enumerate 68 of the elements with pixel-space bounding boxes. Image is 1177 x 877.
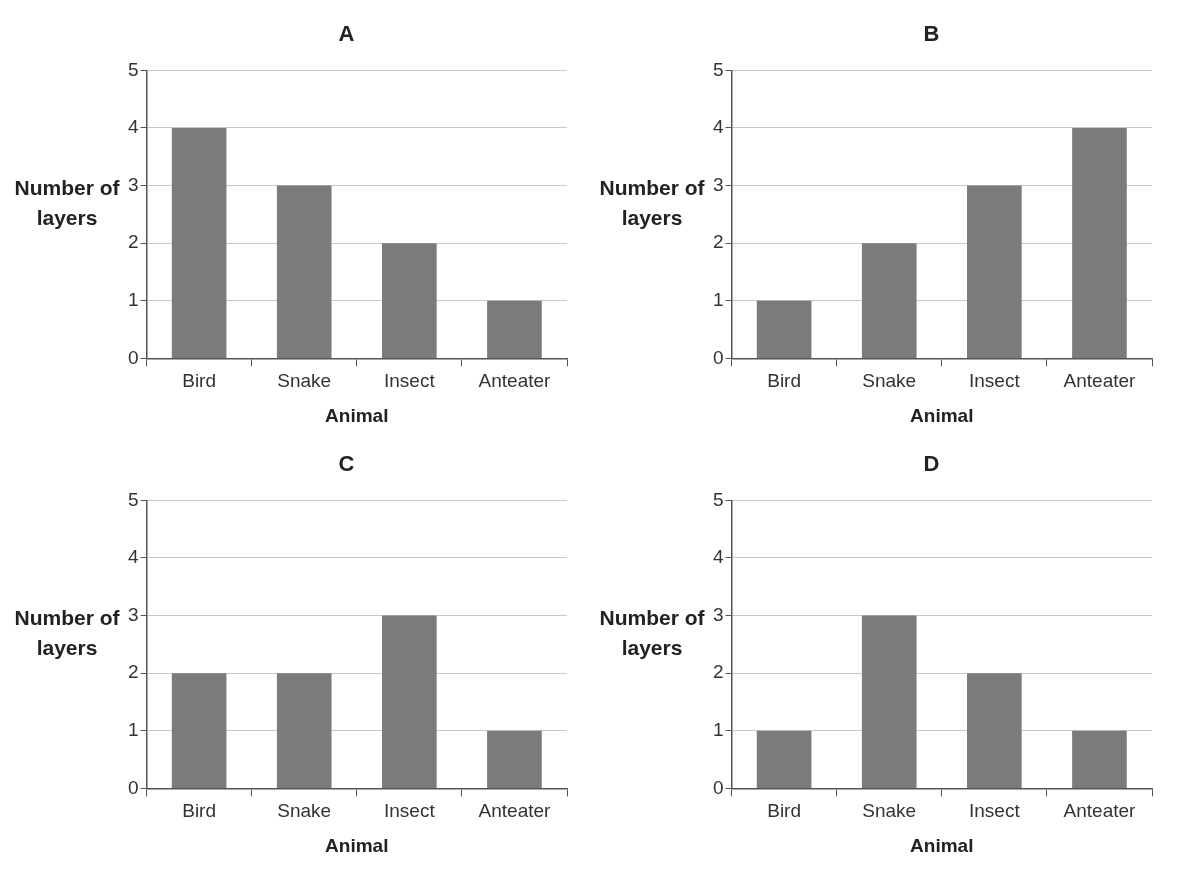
x-tick-label: Insect [968,370,1021,392]
bar [1072,128,1127,358]
y-tick-label: 3 [712,173,724,195]
chart-title: B [923,21,940,47]
chart-title: D [923,451,940,477]
bar [382,615,437,788]
y-tick-label: 5 [127,488,139,510]
x-tick-label: Anteater [478,800,552,822]
bar [276,185,332,358]
y-tick-label: 4 [712,116,724,138]
y-tick-label: 0 [712,346,724,368]
y-tick-label: 5 [712,488,724,510]
y-tick-label: 1 [712,719,724,741]
bar [1072,730,1127,788]
x-axis-title: Animal [910,404,974,426]
y-tick-label: 2 [712,231,724,253]
x-tick-label: Bird [182,370,217,392]
bar [171,128,227,358]
x-tick-label: Insect [968,800,1021,822]
x-tick-label: Insect [383,370,436,392]
x-tick-label: Snake [862,800,917,822]
y-tick-label: 0 [127,346,139,368]
bar [861,615,917,788]
x-axis-title: Animal [910,834,974,856]
bar [967,673,1022,788]
bar [487,730,542,788]
bar [171,673,227,788]
x-tick-label: Anteater [478,370,552,392]
y-tick-label: 4 [712,546,724,568]
y-tick-label: 0 [127,776,139,798]
y-axis-title: Number of layers [598,605,706,661]
y-axis-title: Number of layers [598,175,706,231]
chart-title: A [338,21,355,47]
y-tick-label: 5 [712,58,724,80]
x-axis-title: Animal [325,834,389,856]
x-tick-label: Anteater [1063,370,1137,392]
x-tick-label: Bird [182,800,217,822]
x-tick-label: Snake [277,800,332,822]
y-tick-label: 4 [127,546,139,568]
x-tick-label: Snake [862,370,917,392]
y-tick-label: 2 [127,661,139,683]
bar [967,185,1022,358]
bar [276,673,332,788]
y-tick-label: 1 [127,289,139,311]
y-tick-label: 3 [127,173,139,195]
y-tick-label: 3 [127,603,139,625]
y-tick-label: 0 [712,776,724,798]
bar [756,730,812,788]
x-tick-label: Bird [767,370,802,392]
bar [756,300,812,358]
y-axis-title: Number of layers [13,175,121,231]
y-tick-label: 2 [712,661,724,683]
bar [487,300,542,358]
y-axis-title: Number of layers [13,605,121,661]
y-tick-label: 5 [127,58,139,80]
y-tick-label: 1 [712,289,724,311]
y-tick-label: 1 [127,719,139,741]
y-tick-label: 3 [712,603,724,625]
y-tick-label: 2 [127,231,139,253]
bar [861,243,917,358]
x-tick-label: Bird [767,800,802,822]
y-tick-label: 4 [127,116,139,138]
x-tick-label: Insect [383,800,436,822]
bar [382,243,437,358]
x-tick-label: Anteater [1063,800,1137,822]
chart-title: C [338,451,355,477]
x-tick-label: Snake [277,370,332,392]
x-axis-title: Animal [325,404,389,426]
